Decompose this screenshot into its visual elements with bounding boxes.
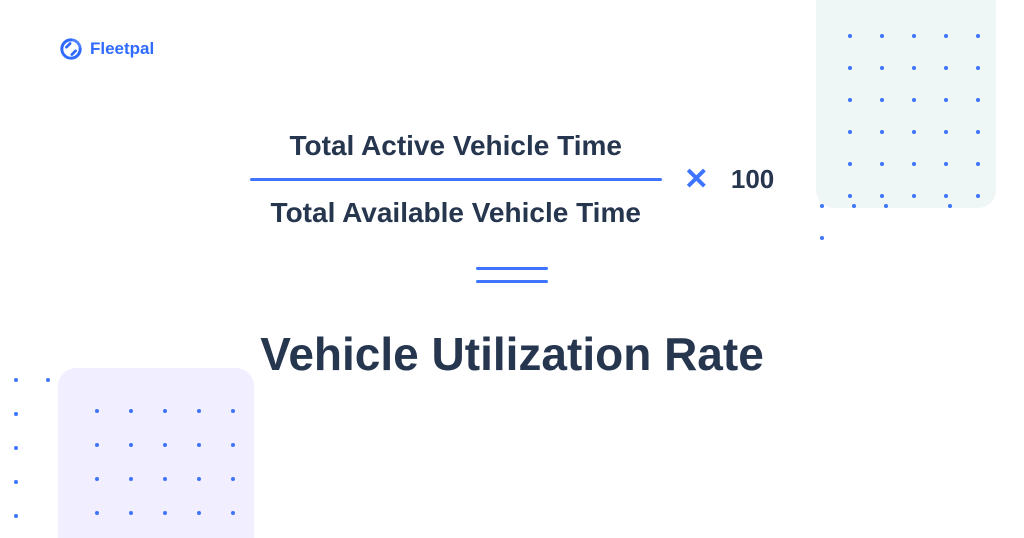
decor-dot [163,477,167,481]
decor-dot [95,443,99,447]
decor-dot [912,66,916,70]
decor-dot [129,409,133,413]
decor-dot [95,511,99,515]
decor-dot [163,443,167,447]
decor-dot [129,477,133,481]
decor-dot [95,409,99,413]
decor-dot [197,409,201,413]
decor-dot [880,66,884,70]
fraction: Total Active Vehicle Time Total Availabl… [250,130,662,229]
decor-dot [197,511,201,515]
brand-logo: Fleetpal [60,38,154,60]
decor-dot [231,477,235,481]
decor-dot [912,34,916,38]
decor-dot [976,66,980,70]
decor-dot [848,98,852,102]
fraction-row: Total Active Vehicle Time Total Availabl… [250,130,775,229]
formula-numerator: Total Active Vehicle Time [289,130,622,162]
decor-dot [163,511,167,515]
decor-dot [976,34,980,38]
decor-panel-bottom-left [58,368,254,538]
formula-multiplier: 100 [731,164,774,195]
dot-grid-bottom-left [80,394,232,528]
brand-name: Fleetpal [90,39,154,59]
decor-dot [944,34,948,38]
decor-dot [197,477,201,481]
equals-bar-bottom [476,280,548,283]
decor-dot [944,98,948,102]
decor-dot [231,443,235,447]
decor-dot [976,98,980,102]
formula-result: Vehicle Utilization Rate [260,327,764,381]
fleetpal-icon [60,38,82,60]
decor-dot [848,66,852,70]
decor-dot [912,98,916,102]
decor-dot [880,98,884,102]
decor-dot [129,511,133,515]
decor-dot [95,477,99,481]
equals-bar-top [476,267,548,270]
decor-dot [944,66,948,70]
decor-dot [231,511,235,515]
multiply-symbol: ✕ [684,165,709,195]
decor-dot [848,34,852,38]
decor-dot [880,34,884,38]
decor-dot [163,409,167,413]
formula-container: Total Active Vehicle Time Total Availabl… [0,130,1024,381]
formula-denominator: Total Available Vehicle Time [271,197,641,229]
decor-dot [129,443,133,447]
decor-dot [231,409,235,413]
equals-sign [476,267,548,283]
fraction-bar [250,178,662,181]
decor-dot [197,443,201,447]
